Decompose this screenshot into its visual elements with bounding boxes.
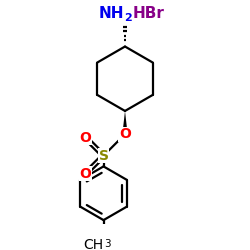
Text: O: O — [80, 131, 92, 145]
Text: CH: CH — [84, 238, 103, 250]
Text: NH: NH — [98, 6, 124, 22]
Polygon shape — [123, 111, 127, 131]
Text: O: O — [119, 127, 131, 141]
Text: S: S — [98, 149, 108, 163]
Text: O: O — [80, 166, 92, 180]
Text: HBr: HBr — [133, 6, 165, 22]
Text: 3: 3 — [104, 239, 111, 249]
Text: 2: 2 — [124, 13, 132, 23]
